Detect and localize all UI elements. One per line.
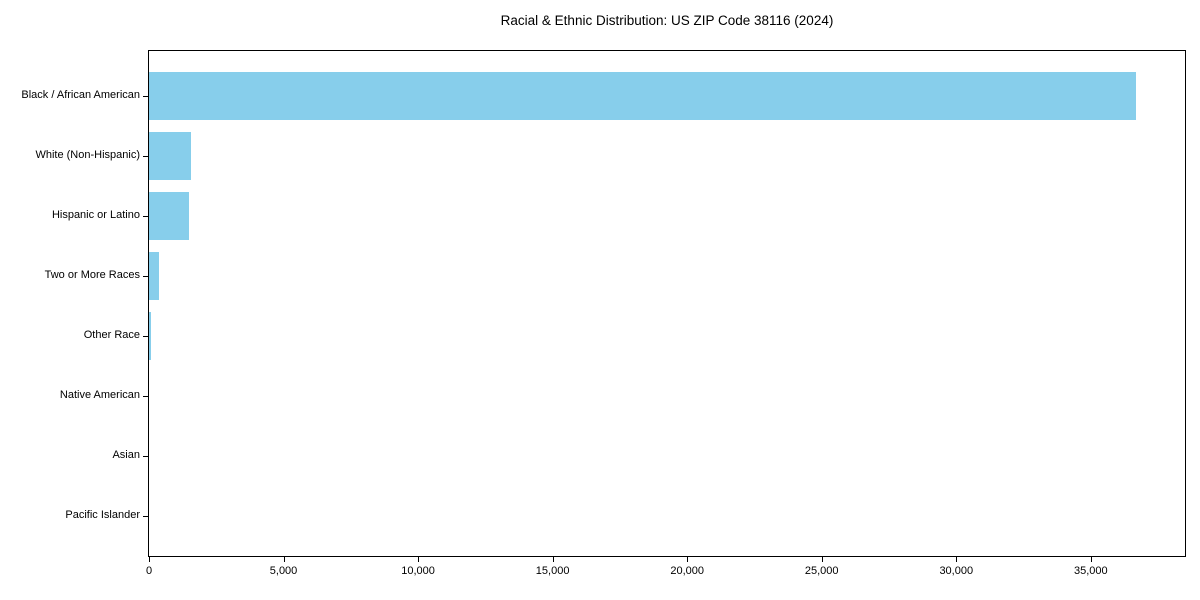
y-tick-label: Two or More Races [44, 269, 140, 281]
x-tick [283, 557, 285, 562]
y-tick-label: Pacific Islander [65, 509, 140, 521]
y-tick [143, 456, 148, 457]
x-tick-label: 0 [145, 565, 153, 577]
y-tick [143, 276, 148, 277]
bar [149, 72, 1136, 120]
y-tick-label: Black / African American [21, 89, 140, 101]
y-tick [143, 216, 148, 217]
y-tick-label: Other Race [83, 329, 140, 341]
bar [149, 132, 191, 180]
y-tick [143, 516, 148, 517]
bar [149, 312, 151, 360]
y-tick [143, 336, 148, 337]
x-tick-label: 35,000 [1073, 565, 1108, 577]
x-tick-label: 20,000 [670, 565, 704, 577]
y-tick-label: Hispanic or Latino [51, 209, 140, 221]
x-tick-label: 30,000 [939, 565, 974, 577]
chart-title: Racial & Ethnic Distribution: US ZIP Cod… [500, 13, 834, 28]
plot-area [148, 50, 1186, 557]
x-tick-label: 10,000 [401, 565, 435, 577]
y-tick [143, 96, 148, 97]
y-tick [143, 396, 148, 397]
x-tick [149, 557, 150, 562]
x-tick [956, 557, 958, 562]
x-tick [687, 557, 689, 562]
y-tick-label: White (Non-Hispanic) [35, 149, 140, 161]
x-tick [418, 557, 420, 562]
x-tick [552, 557, 554, 562]
x-tick [1090, 557, 1092, 562]
x-tick-label: 25,000 [804, 565, 839, 577]
y-tick-label: Asian [112, 449, 140, 461]
x-tick-label: 5,000 [269, 565, 298, 577]
bar [149, 192, 189, 240]
x-tick-label: 15,000 [535, 565, 570, 577]
y-tick-label: Native American [59, 389, 140, 401]
y-tick [143, 156, 148, 157]
bar [149, 252, 159, 300]
x-tick [821, 557, 823, 562]
